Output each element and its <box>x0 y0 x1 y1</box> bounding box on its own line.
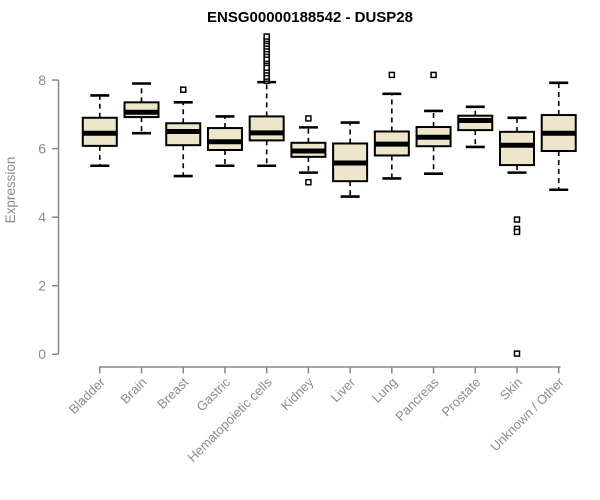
y-tick-label: 0 <box>38 346 46 362</box>
boxplot-bladder <box>81 94 118 168</box>
x-tick-label: Bladder <box>66 374 109 417</box>
boxplot-skin <box>499 116 535 357</box>
x-tick-label: Skin <box>497 375 525 403</box>
y-tick-label: 2 <box>38 278 46 294</box>
outlier-point <box>179 86 187 93</box>
x-tick-label: Brain <box>118 375 150 407</box>
outlier-point <box>305 178 312 186</box>
x-tick-label: Gastric <box>193 374 233 414</box>
box-series <box>81 33 577 357</box>
boxplot-kidney <box>290 115 327 186</box>
boxplot-prostate <box>457 105 494 149</box>
y-tick-label: 6 <box>38 141 46 157</box>
x-tick-label: Prostate <box>439 375 484 420</box>
x-tick-label: Unknown / Other <box>487 374 567 454</box>
boxplot-breast <box>165 86 202 178</box>
outlier-point <box>305 115 312 122</box>
iqr-box <box>499 130 535 167</box>
iqr-box <box>165 122 202 147</box>
iqr-box <box>248 115 285 142</box>
outlier-point <box>263 33 270 40</box>
x-tick-label: Liver <box>328 374 359 405</box>
boxplot-gastric <box>206 115 243 168</box>
x-tick-label: Kidney <box>278 374 317 413</box>
chart-title: ENSG00000188542 - DUSP28 <box>207 9 413 26</box>
boxplot-liver <box>332 121 369 198</box>
y-tick-label: 4 <box>38 209 46 225</box>
x-tick-label: Pancreas <box>392 374 442 424</box>
outlier-point <box>513 216 521 223</box>
outlier-point <box>388 71 396 79</box>
boxplot-lung <box>373 71 410 180</box>
boxplot-brain <box>123 82 160 135</box>
boxplot-unknown-other <box>540 81 577 192</box>
boxplot-pancreas <box>415 71 452 175</box>
iqr-box <box>206 127 243 151</box>
outlier-point <box>513 228 521 236</box>
x-tick-label: Breast <box>154 374 191 411</box>
y-tick-label: 8 <box>38 72 46 88</box>
outlier-point <box>430 71 437 79</box>
x-tick-label: Lung <box>369 375 400 406</box>
boxplot-hematopoietic-cells <box>248 33 285 168</box>
outlier-point <box>513 350 521 357</box>
y-axis-label: Expression <box>3 157 18 224</box>
iqr-box <box>123 101 160 119</box>
